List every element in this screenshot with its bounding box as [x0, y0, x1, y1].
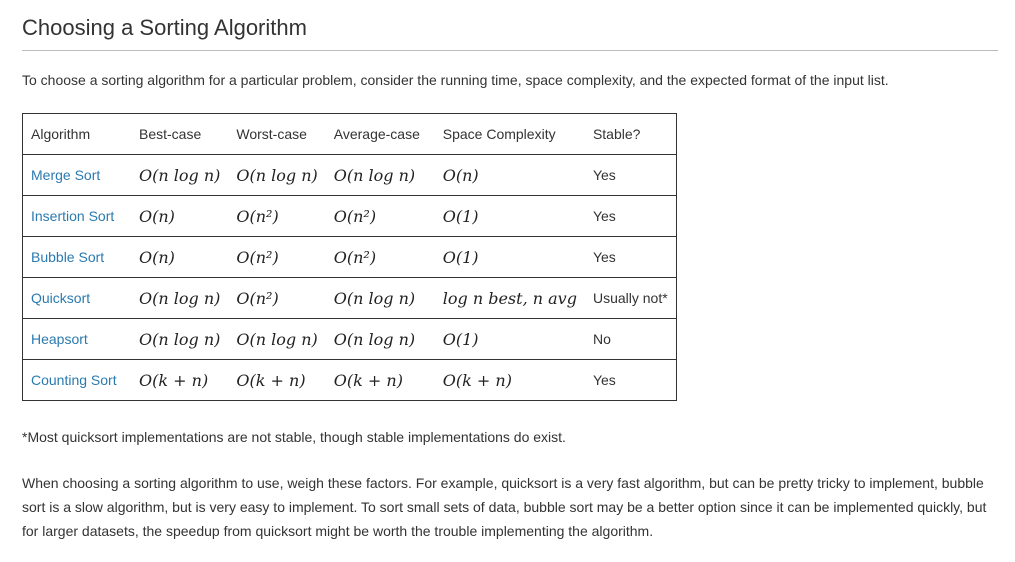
- best-case-cell: O(n log n): [131, 318, 229, 360]
- stable-cell: No: [584, 318, 677, 360]
- algorithm-link-quicksort[interactable]: Quicksort: [22, 277, 131, 319]
- space-complexity-cell: O(k + n): [434, 359, 585, 401]
- worst-case-cell: O(n log n): [228, 318, 326, 360]
- header-best-case: Best-case: [131, 113, 229, 155]
- table-header-row: Algorithm Best-case Worst-case Average-c…: [22, 113, 677, 155]
- header-stable: Stable?: [584, 113, 677, 155]
- best-case-cell: O(n): [131, 236, 229, 278]
- best-case-cell: O(n): [131, 195, 229, 237]
- average-case-cell: O(n²): [325, 195, 435, 237]
- average-case-cell: O(n log n): [325, 154, 435, 196]
- algorithm-link-insertion-sort[interactable]: Insertion Sort: [22, 195, 131, 237]
- space-complexity-cell: O(1): [434, 236, 585, 278]
- space-complexity-cell: O(1): [434, 318, 585, 360]
- space-complexity-cell: O(n): [434, 154, 585, 196]
- average-case-cell: O(n log n): [325, 318, 435, 360]
- header-space-complexity: Space Complexity: [434, 113, 585, 155]
- worst-case-cell: O(n²): [228, 195, 326, 237]
- table-footnote: *Most quicksort implementations are not …: [22, 429, 566, 445]
- sorting-algorithms-table: Algorithm Best-case Worst-case Average-c…: [22, 113, 677, 401]
- table-row: Insertion Sort O(n) O(n²) O(n²) O(1) Yes: [22, 195, 677, 237]
- stable-cell: Yes: [584, 154, 677, 196]
- article: Choosing a Sorting Algorithm To choose a…: [22, 0, 998, 543]
- average-case-cell: O(n log n): [325, 277, 435, 319]
- stable-cell: Yes: [584, 195, 677, 237]
- average-case-cell: O(n²): [325, 236, 435, 278]
- best-case-cell: O(n log n): [131, 277, 229, 319]
- table-row: Bubble Sort O(n) O(n²) O(n²) O(1) Yes: [22, 236, 677, 278]
- table-row: Quicksort O(n log n) O(n²) O(n log n) lo…: [22, 277, 677, 319]
- table-row: Counting Sort O(k + n) O(k + n) O(k + n)…: [22, 359, 677, 401]
- header-worst-case: Worst-case: [228, 113, 326, 155]
- best-case-cell: O(n log n): [131, 154, 229, 196]
- header-average-case: Average-case: [325, 113, 435, 155]
- body-paragraph: When choosing a sorting algorithm to use…: [22, 475, 987, 539]
- stable-cell: Usually not*: [584, 277, 677, 319]
- worst-case-cell: O(n²): [228, 236, 326, 278]
- space-complexity-cell: log n best, n avg: [434, 277, 585, 319]
- stable-cell: Yes: [584, 236, 677, 278]
- intro-paragraph: To choose a sorting algorithm for a part…: [22, 72, 889, 88]
- table-row: Heapsort O(n log n) O(n log n) O(n log n…: [22, 318, 677, 360]
- page-title: Choosing a Sorting Algorithm: [22, 0, 998, 51]
- header-algorithm: Algorithm: [22, 113, 131, 155]
- worst-case-cell: O(n²): [228, 277, 326, 319]
- best-case-cell: O(k + n): [131, 359, 229, 401]
- algorithm-link-merge-sort[interactable]: Merge Sort: [22, 154, 131, 196]
- average-case-cell: O(k + n): [325, 359, 435, 401]
- space-complexity-cell: O(1): [434, 195, 585, 237]
- algorithm-link-heapsort[interactable]: Heapsort: [22, 318, 131, 360]
- stable-cell: Yes: [584, 359, 677, 401]
- algorithm-link-bubble-sort[interactable]: Bubble Sort: [22, 236, 131, 278]
- worst-case-cell: O(n log n): [228, 154, 326, 196]
- worst-case-cell: O(k + n): [228, 359, 326, 401]
- table-row: Merge Sort O(n log n) O(n log n) O(n log…: [22, 154, 677, 196]
- algorithm-link-counting-sort[interactable]: Counting Sort: [22, 359, 131, 401]
